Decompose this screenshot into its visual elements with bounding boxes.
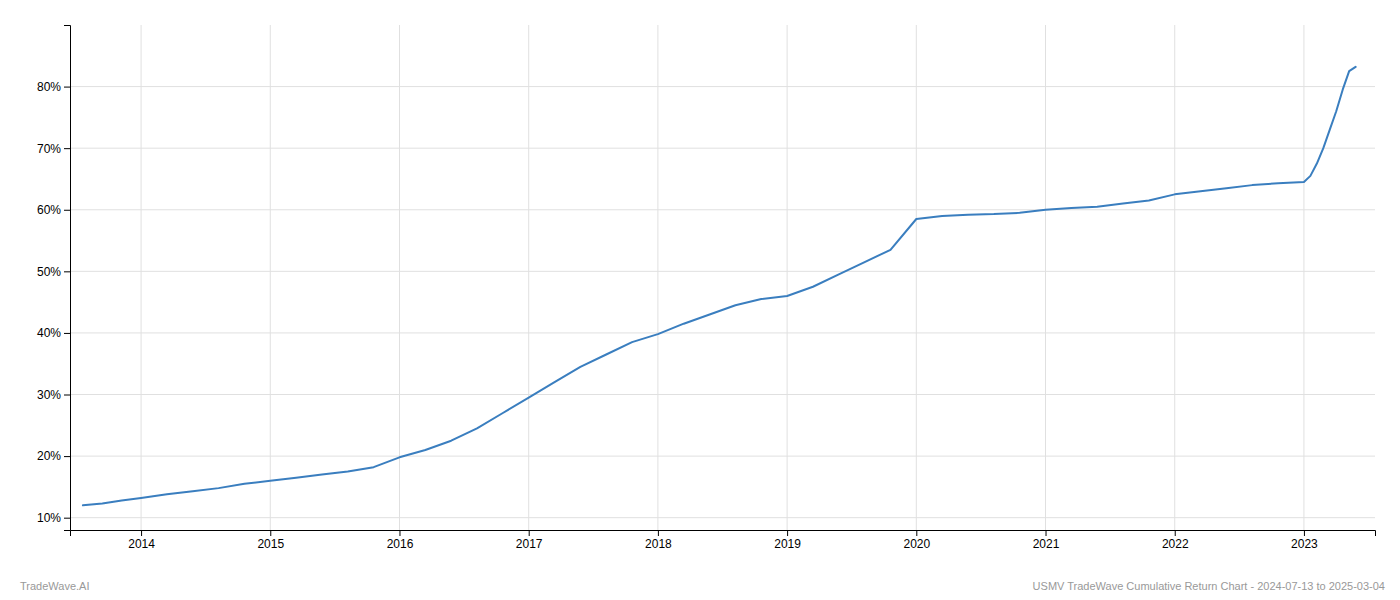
tick-label: 80% — [37, 80, 61, 94]
y-axis: 10% 20% 30% 40% 50% 60% 70% 80% — [37, 26, 71, 531]
tick: 20% — [37, 449, 70, 463]
tick-label: 50% — [37, 265, 61, 279]
marks — [83, 67, 1356, 505]
tick-label: 30% — [37, 388, 61, 402]
tick: 50% — [37, 265, 70, 279]
tick: 40% — [37, 326, 70, 340]
tick-label: 40% — [37, 326, 61, 340]
tick-label: 2019 — [774, 537, 801, 551]
axis-line — [64, 26, 71, 531]
tick-mark — [64, 456, 70, 457]
tick: 30% — [37, 388, 70, 402]
tick-mark — [64, 210, 70, 211]
grid-line-y — [70, 209, 1375, 210]
tick: 2023 — [1291, 530, 1318, 551]
tick-label: 10% — [37, 511, 61, 525]
tick-mark — [64, 395, 70, 396]
tick: 2021 — [1033, 530, 1060, 551]
tick: 2018 — [645, 530, 672, 551]
x-axis: 2014 2015 2016 2017 2018 2019 2020 2021 2022 2023 — [71, 530, 1376, 551]
footer-right: USMV TradeWave Cumulative Return Chart -… — [1033, 580, 1385, 592]
tick-mark — [1046, 530, 1047, 536]
grid-line-y — [70, 456, 1375, 457]
tick-label: 2020 — [903, 537, 930, 551]
tick-mark — [64, 333, 70, 334]
tick-mark — [529, 530, 530, 536]
tick-label: 2018 — [645, 537, 672, 551]
grid-line-y — [70, 394, 1375, 395]
tick-mark — [1304, 530, 1305, 536]
tick: 60% — [37, 203, 70, 217]
tick-mark — [64, 87, 70, 88]
grid-line-x — [399, 25, 400, 530]
tick-mark — [141, 530, 142, 536]
tick-label: 2016 — [387, 537, 414, 551]
tick-label: 2021 — [1033, 537, 1060, 551]
tick: 70% — [37, 142, 70, 156]
tick-mark — [270, 530, 271, 536]
tick: 80% — [37, 80, 70, 94]
grid-line-x — [1174, 25, 1175, 530]
grid-line-x — [141, 25, 142, 530]
tick-mark — [658, 530, 659, 536]
tick-mark — [399, 530, 400, 536]
grid-line-y — [70, 271, 1375, 272]
tick-label: 2015 — [257, 537, 284, 551]
tick-mark — [916, 530, 917, 536]
tick: 2017 — [516, 530, 543, 551]
tick-label: 20% — [37, 449, 61, 463]
grid-line-x — [657, 25, 658, 530]
tick: 2020 — [903, 530, 930, 551]
tick-label: 60% — [37, 203, 61, 217]
chart: 2014 2015 2016 2017 2018 2019 2020 2021 2022 2023… — [0, 0, 1400, 600]
grid-line-x — [1045, 25, 1046, 530]
tick: 2019 — [774, 530, 801, 551]
footer-left: TradeWave.AI — [20, 580, 90, 592]
plot: 2014 2015 2016 2017 2018 2019 2020 2021 2022 2023… — [37, 25, 1376, 551]
tick: 2022 — [1162, 530, 1189, 551]
tick: 2015 — [257, 530, 284, 551]
tick: 2014 — [128, 530, 155, 551]
grid-line-x — [528, 25, 529, 530]
grid — [70, 25, 1375, 530]
axis-line — [71, 531, 1376, 537]
tick-mark — [787, 530, 788, 536]
tick-mark — [1175, 530, 1176, 536]
tick-label: 2023 — [1291, 537, 1318, 551]
tick-mark — [64, 518, 70, 519]
grid-line-y — [70, 332, 1375, 333]
tick-mark — [64, 148, 70, 149]
grid-line-x — [787, 25, 788, 530]
tick-label: 70% — [37, 142, 61, 156]
grid-line-y — [70, 86, 1375, 87]
grid-line-x — [270, 25, 271, 530]
tick-label: 2014 — [128, 537, 155, 551]
line — [83, 67, 1356, 505]
tick-mark — [64, 271, 70, 272]
grid-line-x — [1303, 25, 1304, 530]
grid-line-y — [70, 517, 1375, 518]
tick: 10% — [37, 511, 70, 525]
grid-line-x — [916, 25, 917, 530]
grid-line-y — [70, 148, 1375, 149]
tick-label: 2017 — [516, 537, 543, 551]
tick-label: 2022 — [1162, 537, 1189, 551]
tick: 2016 — [387, 530, 414, 551]
